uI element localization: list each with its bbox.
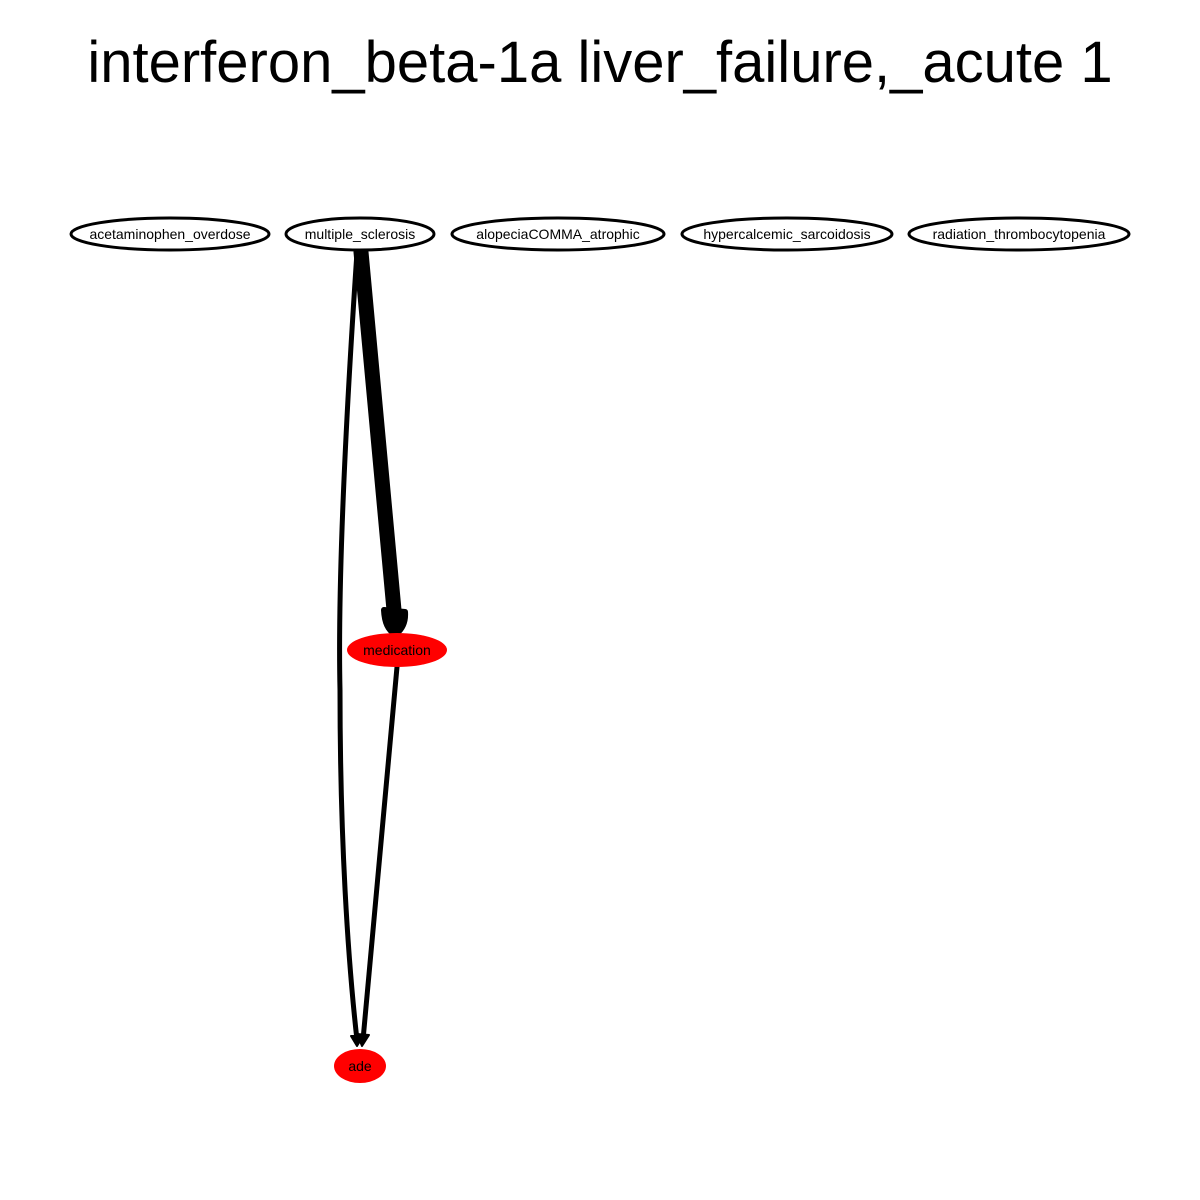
graph-title: interferon_beta-1a liver_failure,_acute … <box>87 30 1112 95</box>
node-hypercalcemic_sarcoidosis: hypercalcemic_sarcoidosis <box>680 216 894 252</box>
node-shape <box>907 216 1131 252</box>
nodes-layer: acetaminophen_overdose multiple_sclerosis… <box>69 216 1131 1083</box>
node-shape <box>680 216 894 252</box>
node-shape <box>347 633 447 667</box>
node-radiation_thrombocytopenia: radiation_thrombocytopenia <box>907 216 1131 252</box>
node-shape <box>69 216 271 252</box>
edge-arrowhead <box>381 607 409 637</box>
node-ade: ade <box>334 1049 386 1083</box>
edge-medication-to-ade <box>356 664 400 1047</box>
node-label: multiple_sclerosis <box>305 226 415 242</box>
edge-multiple_sclerosis-to-medication <box>353 244 409 637</box>
node-acetaminophen_overdose: acetaminophen_overdose <box>69 216 271 252</box>
edge-line <box>360 664 400 1043</box>
node-alopeciacomma_atrophic: alopeciaCOMMA_atrophic <box>450 216 666 252</box>
node-label: alopeciaCOMMA_atrophic <box>476 226 639 242</box>
edge-line <box>353 244 402 618</box>
edges-layer <box>337 244 409 1047</box>
node-label: acetaminophen_overdose <box>89 226 250 242</box>
edge-line <box>337 249 360 1043</box>
node-multiple_sclerosis: multiple_sclerosis <box>284 216 436 252</box>
node-shape <box>334 1049 386 1083</box>
node-label: medication <box>363 642 431 658</box>
node-label: hypercalcemic_sarcoidosis <box>703 226 870 242</box>
edge-arrowhead <box>356 1033 370 1047</box>
node-label: ade <box>348 1058 372 1074</box>
node-label: radiation_thrombocytopenia <box>933 226 1106 242</box>
node-shape <box>284 216 436 252</box>
node-medication: medication <box>347 633 447 667</box>
node-shape <box>450 216 666 252</box>
